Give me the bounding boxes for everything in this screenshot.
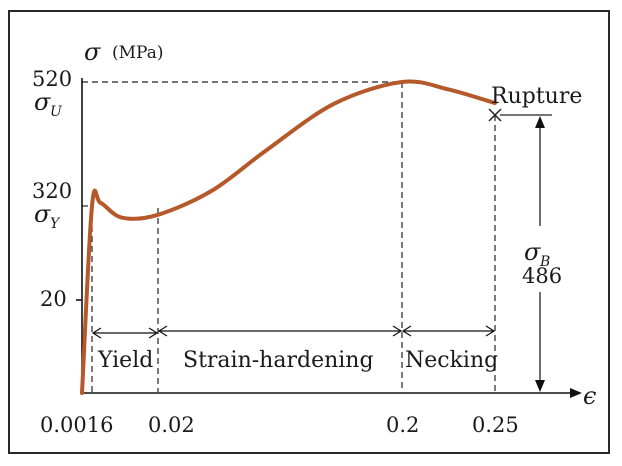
y-tick-label-320: 320 — [32, 179, 72, 203]
region-label-necking: Necking — [405, 348, 498, 373]
rupture-label: Rupture — [491, 84, 582, 109]
y-tick-sub-ultimate: U — [50, 104, 63, 120]
y-tick-symbol-yield: σ — [34, 200, 51, 228]
x-tick-label-0.25: 0.25 — [472, 413, 519, 437]
breaking-arrowhead-down — [535, 380, 545, 392]
breaking-arrowhead-up — [535, 116, 545, 128]
region-label-yield: Yield — [97, 348, 153, 373]
region-label-strain-hardening: Strain-hardening — [183, 348, 374, 373]
x-tick-label-0.02: 0.02 — [148, 413, 195, 437]
x-axis-symbol: ϵ — [583, 382, 596, 410]
x-axis-arrowhead — [570, 388, 582, 398]
y-tick-label-20: 20 — [40, 287, 67, 311]
x-tick-label-0.2: 0.2 — [386, 413, 419, 437]
y-tick-sub-yield: Y — [50, 216, 61, 232]
x-tick-label-0.0016: 0.0016 — [40, 413, 113, 437]
stress-strain-curve — [80, 79, 497, 395]
breaking-stress-sub: B — [539, 254, 550, 270]
y-axis-symbol: σ — [84, 38, 101, 66]
breaking-stress-symbol: σ — [524, 238, 541, 266]
region-arrows — [91, 325, 496, 339]
rupture-marker — [488, 108, 502, 122]
y-axis-unit: (MPa) — [112, 43, 163, 63]
y-tick-symbol-ultimate: σ — [34, 88, 51, 116]
y-tick-label-520: 520 — [32, 67, 72, 91]
breaking-stress-value: 486 — [522, 264, 562, 288]
chart-frame — [8, 10, 610, 454]
